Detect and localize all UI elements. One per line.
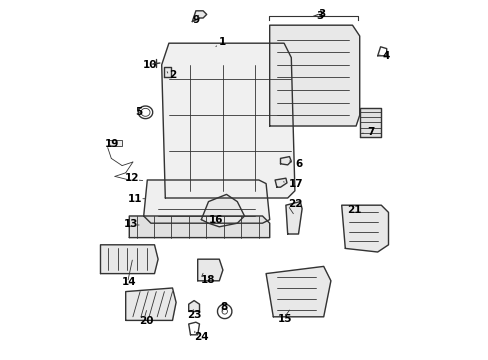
Polygon shape <box>275 178 286 187</box>
Text: 1: 1 <box>219 37 226 48</box>
Text: 14: 14 <box>121 276 136 287</box>
Polygon shape <box>269 25 359 126</box>
Text: 11: 11 <box>127 194 142 204</box>
Polygon shape <box>125 288 176 320</box>
Polygon shape <box>341 205 387 252</box>
Text: 5: 5 <box>135 107 142 117</box>
Text: 10: 10 <box>142 60 157 70</box>
Text: 18: 18 <box>200 275 215 285</box>
Polygon shape <box>359 108 381 137</box>
Text: 2: 2 <box>169 70 177 80</box>
Text: 23: 23 <box>187 310 202 320</box>
Text: 7: 7 <box>367 127 374 138</box>
Text: 13: 13 <box>123 219 138 229</box>
Text: 6: 6 <box>294 159 302 169</box>
Text: 21: 21 <box>346 204 361 215</box>
Polygon shape <box>201 194 244 227</box>
Text: 4: 4 <box>381 51 388 61</box>
Polygon shape <box>192 11 206 22</box>
Text: 8: 8 <box>220 302 227 312</box>
Polygon shape <box>101 245 158 274</box>
Text: 17: 17 <box>288 179 303 189</box>
Polygon shape <box>188 301 199 311</box>
Text: 9: 9 <box>192 15 199 25</box>
Text: 19: 19 <box>104 139 119 149</box>
Polygon shape <box>163 67 170 77</box>
Polygon shape <box>162 43 294 198</box>
Text: 15: 15 <box>277 314 291 324</box>
Polygon shape <box>143 180 269 223</box>
Text: 22: 22 <box>287 199 302 210</box>
Polygon shape <box>197 259 223 281</box>
Text: 3: 3 <box>316 11 323 21</box>
Polygon shape <box>280 157 291 165</box>
Polygon shape <box>265 266 330 317</box>
Polygon shape <box>129 216 269 238</box>
Text: 20: 20 <box>139 316 154 326</box>
Text: 24: 24 <box>194 332 208 342</box>
Text: 12: 12 <box>125 173 139 183</box>
Bar <box>107 140 122 146</box>
Polygon shape <box>285 202 302 234</box>
Text: 16: 16 <box>208 215 223 225</box>
Text: 3: 3 <box>318 9 325 19</box>
